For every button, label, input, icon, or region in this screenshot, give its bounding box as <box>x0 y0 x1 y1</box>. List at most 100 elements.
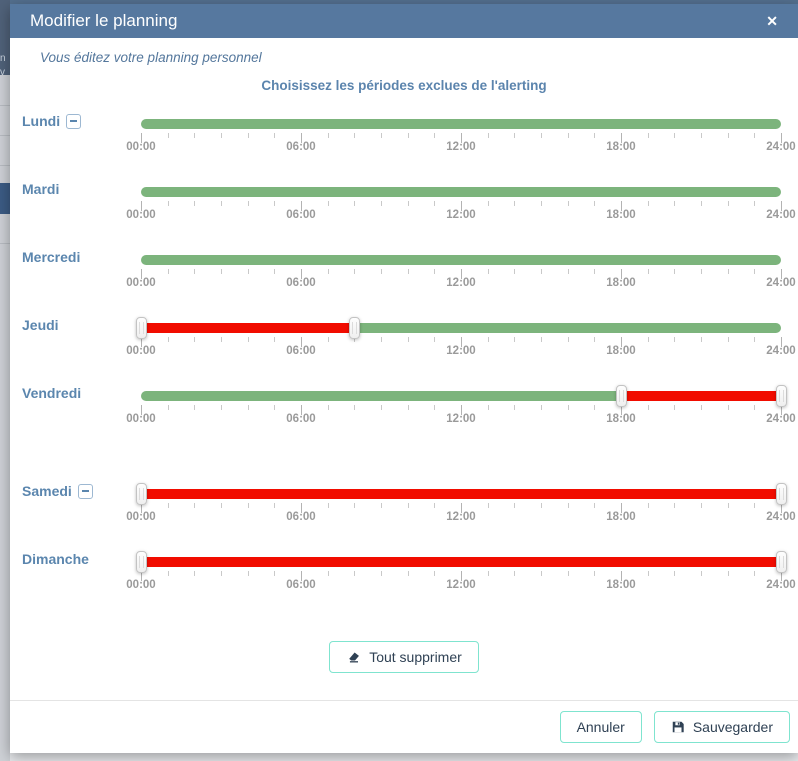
minor-tick <box>274 269 276 274</box>
minor-tick <box>167 337 169 342</box>
major-tick <box>461 337 462 347</box>
minor-tick <box>594 269 596 274</box>
major-tick <box>621 571 622 581</box>
minor-tick <box>567 571 569 576</box>
minor-tick <box>167 269 169 274</box>
minor-tick <box>167 503 169 508</box>
tick-label: 06:00 <box>286 141 316 153</box>
slider-segment-included[interactable] <box>141 187 781 197</box>
section-heading: Choisissez les périodes exclues de l'ale… <box>261 78 547 93</box>
major-tick <box>461 201 462 211</box>
major-tick <box>461 503 462 513</box>
minor-tick <box>567 405 569 410</box>
minor-tick <box>567 133 569 138</box>
slider-segment-included[interactable] <box>141 255 781 265</box>
day-label: Samedi <box>22 483 93 499</box>
remove-day-icon[interactable] <box>77 483 93 499</box>
minor-tick <box>407 133 409 138</box>
slider-segment-excluded[interactable] <box>141 489 781 499</box>
minor-tick <box>674 337 676 342</box>
slider-segment-excluded[interactable] <box>141 557 781 567</box>
major-tick <box>621 405 622 415</box>
minor-tick <box>381 405 382 410</box>
minor-tick <box>674 405 676 410</box>
tick-label: 00:00 <box>126 209 156 221</box>
clear-all-button[interactable]: Tout supprimer <box>329 641 479 673</box>
day-slider[interactable]: 00:00 06:00 12:00 18:00 24:00 <box>126 119 796 153</box>
modal-subtitle: Vous éditez votre planning personnel <box>40 50 262 65</box>
day-slider[interactable]: 00:00 06:00 12:00 18:00 24:00 <box>126 483 796 523</box>
slider-segment-included[interactable] <box>141 391 621 401</box>
tick-label: 18:00 <box>606 413 636 425</box>
slider-segment-included[interactable] <box>354 323 781 333</box>
minor-tick <box>167 133 169 138</box>
cancel-button[interactable]: Annuler <box>559 711 642 743</box>
tick-label: 24:00 <box>766 209 796 221</box>
minor-tick <box>327 201 329 206</box>
slider-handle[interactable] <box>775 385 787 407</box>
slider-segment-excluded[interactable] <box>141 323 355 333</box>
tick-label: 24:00 <box>766 277 796 289</box>
major-tick <box>301 337 302 347</box>
save-button[interactable]: Sauvegarder <box>653 711 790 743</box>
minor-tick <box>541 133 542 138</box>
slider-handle[interactable] <box>348 317 360 339</box>
minor-tick <box>541 269 542 274</box>
minor-tick <box>754 133 756 138</box>
background-top-strip <box>10 0 798 4</box>
minor-tick <box>221 201 222 206</box>
major-tick <box>781 503 782 513</box>
minor-tick <box>674 571 676 576</box>
background-divider <box>0 135 10 136</box>
major-tick <box>781 269 782 279</box>
day-slider[interactable]: 00:00 06:00 12:00 18:00 24:00 <box>126 551 796 591</box>
minor-tick <box>647 269 649 274</box>
minor-tick <box>221 503 222 508</box>
minor-tick <box>701 201 702 206</box>
slider-handle[interactable] <box>135 551 147 573</box>
slider-handle[interactable] <box>615 385 627 407</box>
slider-segment-included[interactable] <box>141 119 781 129</box>
remove-day-icon[interactable] <box>66 113 82 129</box>
major-tick <box>621 337 622 347</box>
minor-tick <box>567 337 569 342</box>
tick-label: 18:00 <box>606 277 636 289</box>
minor-tick <box>541 503 542 508</box>
major-tick <box>621 269 622 279</box>
minor-tick <box>381 571 382 576</box>
minor-tick <box>327 337 329 342</box>
day-name: Samedi <box>22 483 72 499</box>
eraser-icon <box>349 651 360 662</box>
minor-tick <box>487 269 489 274</box>
slider-handle[interactable] <box>775 483 787 505</box>
minor-tick <box>194 133 196 138</box>
minor-tick <box>381 133 382 138</box>
minor-tick <box>407 201 409 206</box>
minor-tick <box>701 571 702 576</box>
minor-tick <box>434 133 436 138</box>
major-tick <box>781 405 782 415</box>
day-name: Mercredi <box>22 249 81 265</box>
day-slider[interactable]: 00:00 06:00 12:00 18:00 24:00 <box>126 385 796 425</box>
day-name: Jeudi <box>22 317 59 333</box>
slider-handle[interactable] <box>775 551 787 573</box>
minor-tick <box>407 337 409 342</box>
slider-segment-excluded[interactable] <box>621 391 781 401</box>
minor-tick <box>727 269 729 274</box>
minor-tick <box>247 571 249 576</box>
close-icon[interactable]: ✕ <box>766 13 778 29</box>
day-slider[interactable]: 00:00 06:00 12:00 18:00 24:00 <box>126 317 796 357</box>
minor-tick <box>514 503 516 508</box>
save-icon <box>672 721 684 733</box>
day-slider[interactable]: 00:00 06:00 12:00 18:00 24:00 <box>126 187 796 221</box>
minor-tick <box>674 133 676 138</box>
minor-tick <box>727 337 729 342</box>
day-slider[interactable]: 00:00 06:00 12:00 18:00 24:00 <box>126 255 796 289</box>
minor-tick <box>594 201 596 206</box>
slider-handle[interactable] <box>135 483 147 505</box>
minor-tick <box>674 269 676 274</box>
slider-handle[interactable] <box>135 317 147 339</box>
minor-tick <box>727 201 729 206</box>
minor-tick <box>434 269 436 274</box>
minor-tick <box>354 405 356 410</box>
